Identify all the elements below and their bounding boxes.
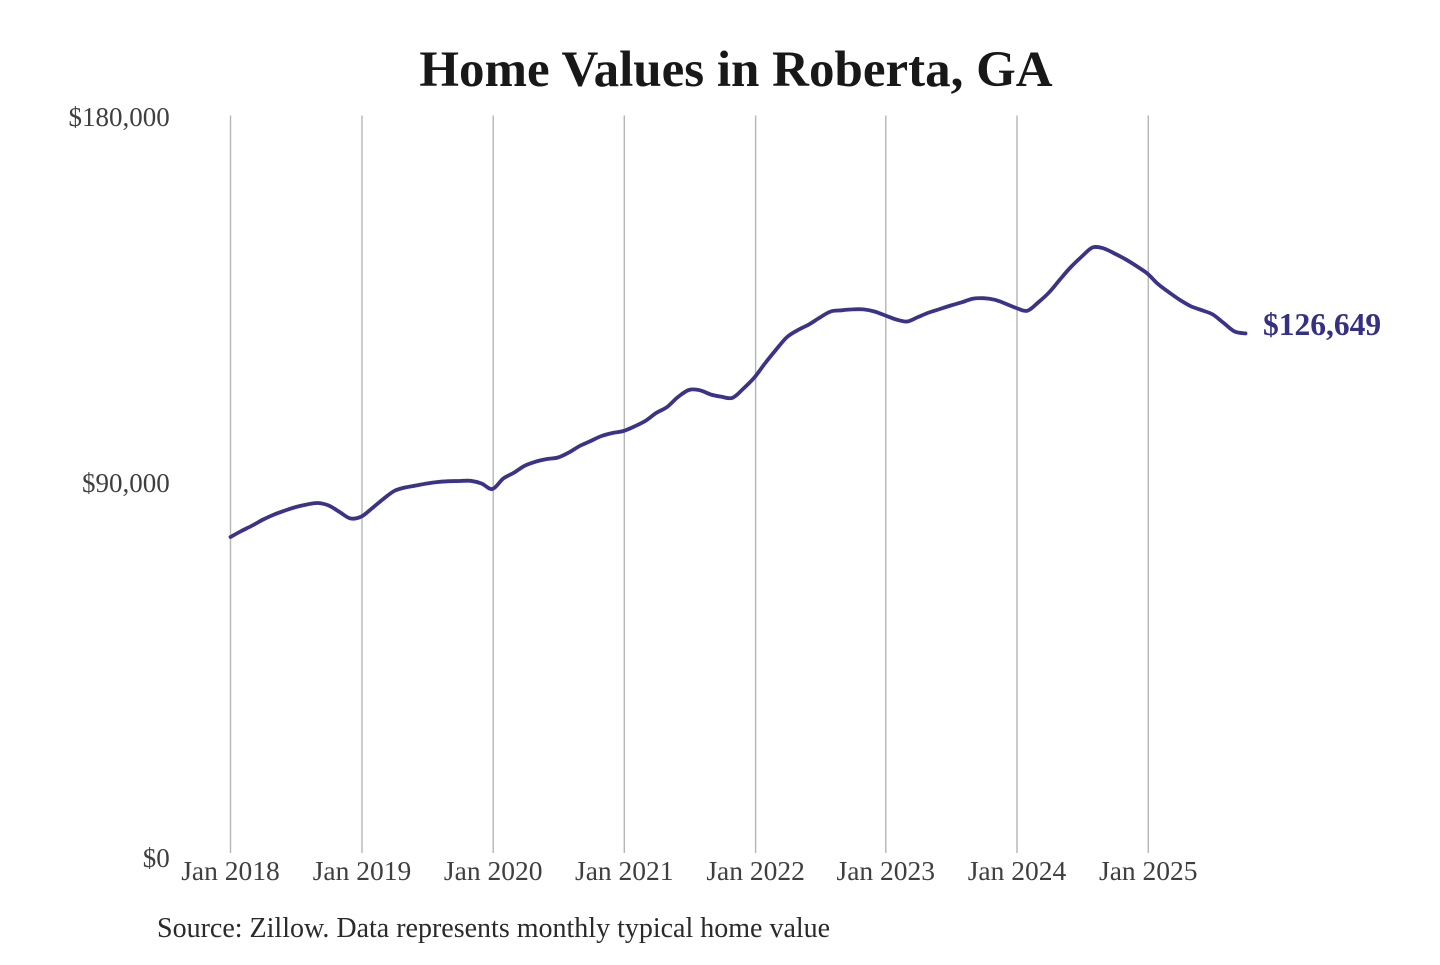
svg-text:Jan 2021: Jan 2021 [575,855,674,886]
svg-text:$126,649: $126,649 [1263,307,1381,342]
svg-text:$0: $0 [143,843,170,873]
svg-text:Jan 2022: Jan 2022 [706,855,805,886]
svg-text:Jan 2025: Jan 2025 [1099,855,1198,886]
svg-text:Source: Zillow. Data represent: Source: Zillow. Data represents monthly … [157,913,830,944]
svg-text:Jan 2023: Jan 2023 [837,855,936,886]
svg-text:Home Values in Roberta, GA: Home Values in Roberta, GA [419,42,1052,98]
svg-text:Jan 2024: Jan 2024 [968,855,1067,886]
svg-text:$90,000: $90,000 [82,468,170,498]
svg-text:Jan 2019: Jan 2019 [313,855,412,886]
svg-text:$180,000: $180,000 [68,102,169,132]
svg-text:Jan 2020: Jan 2020 [444,855,543,886]
svg-text:Jan 2018: Jan 2018 [181,855,280,886]
